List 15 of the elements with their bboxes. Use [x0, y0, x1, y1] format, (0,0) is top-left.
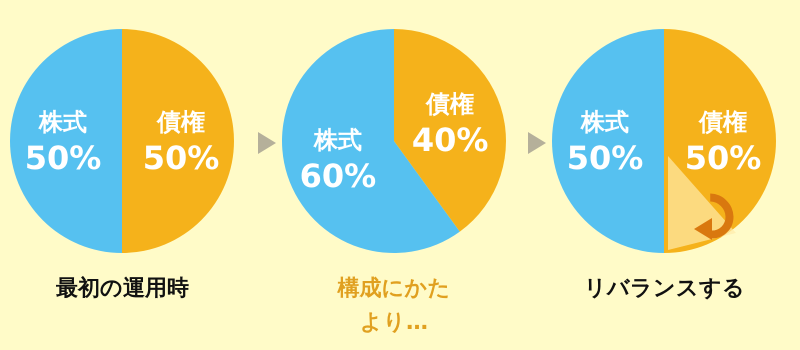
data-label: 50%: [142, 139, 220, 177]
data-label: 50%: [566, 139, 644, 177]
text: リバランスする: [583, 275, 746, 303]
data-label: 50%: [684, 139, 762, 177]
slice-label: 株式: [312, 126, 362, 154]
text: 構成にかたより…: [336, 275, 452, 337]
slice-label: 株式: [580, 108, 629, 136]
slice-label: 株式: [38, 108, 87, 136]
data-label: 40%: [412, 120, 488, 159]
slice-label: 債権: [425, 90, 474, 118]
text: 最初の運用時: [55, 275, 190, 303]
data-label: 50%: [24, 139, 102, 177]
data-label: 60%: [300, 157, 376, 196]
slice-label: 債権: [698, 108, 747, 136]
slice-label: 債権: [156, 108, 205, 136]
